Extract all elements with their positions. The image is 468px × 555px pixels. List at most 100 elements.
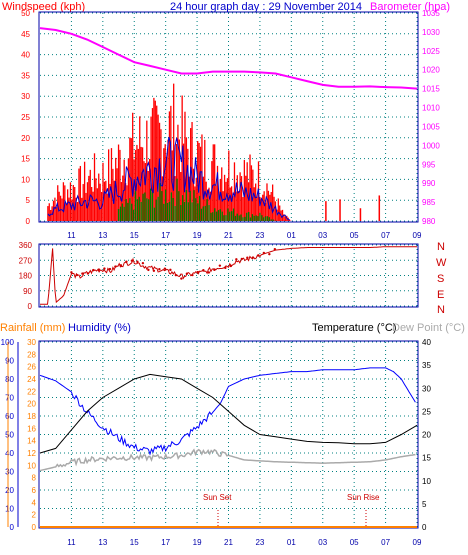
x-tick-label-bottom: 17 [161, 538, 170, 547]
temperature-tick-label: 0 [422, 523, 427, 532]
direction-point [108, 267, 112, 271]
x-tick-label-bottom: 01 [287, 538, 296, 547]
windspeed-tick-label: 20 [21, 134, 30, 143]
direction-point [218, 264, 222, 267]
rainfall-tick-label: 16 [27, 424, 36, 433]
x-tick-label-top: 21 [224, 231, 233, 240]
windspeed-tick-label: 50 [21, 9, 30, 18]
barometer-tick-label: 1005 [422, 122, 440, 131]
rainfall-tick-label: 22 [27, 387, 36, 396]
rainfall-tick-label: 10 [27, 461, 36, 470]
humidity-tick-label: 60 [5, 412, 14, 421]
direction-point [169, 268, 172, 272]
wind-series [39, 27, 418, 221]
temperature-tick-label: 40 [422, 338, 431, 347]
direction-point [273, 247, 277, 251]
x-tick-label-bottom: 19 [193, 538, 202, 547]
temperature-axis-title: Temperature (°C) [312, 322, 396, 334]
direction-point [97, 268, 101, 271]
temperature-tick-label: 25 [422, 407, 431, 416]
rainfall-tick-label: 2 [32, 511, 37, 520]
barometer-tick-label: 1010 [422, 104, 440, 113]
direction-point [262, 251, 266, 255]
temperature-tick-label: 30 [422, 384, 431, 393]
x-tick-label-top: 07 [381, 231, 390, 240]
wind-average-line [47, 136, 290, 221]
sunrise-label: Sun Rise [347, 493, 380, 502]
x-tick-label-top: 19 [193, 231, 202, 240]
direction-point [191, 273, 194, 277]
barometer-tick-label: 995 [422, 160, 436, 169]
rainfall-tick-label: 24 [27, 375, 36, 384]
rainfall-tick-label: 20 [27, 400, 36, 409]
direction-point [92, 268, 95, 272]
x-tick-label-bottom: 07 [381, 538, 390, 547]
direction-tick-label: 270 [19, 256, 33, 265]
direction-point [174, 273, 178, 277]
x-tick-label-top: 05 [350, 231, 359, 240]
x-tick-label-top: 15 [130, 231, 139, 240]
x-tick-label-top: 17 [161, 231, 170, 240]
temperature-series [39, 367, 418, 528]
direction-point [81, 272, 84, 275]
x-tick-label-bottom: 03 [318, 538, 327, 547]
dewpoint-axis-title: Dew Point (°C) [392, 322, 465, 334]
rainfall-axis-title: Rainfall (mm) [0, 322, 65, 334]
windspeed-tick-label: 15 [21, 155, 30, 164]
windspeed-axis-title: Windspeed (kph) [2, 1, 85, 13]
direction-point [251, 256, 255, 259]
humidity-tick-label: 80 [5, 375, 14, 384]
humidity-tick-label: 90 [5, 357, 14, 366]
windspeed-tick-label: 10 [21, 175, 30, 184]
barometer-tick-label: 1030 [422, 28, 440, 37]
barometer-tick-label: 1035 [422, 9, 440, 18]
dewpoint-line [39, 448, 416, 472]
x-tick-label-top: 01 [287, 231, 296, 240]
direction-point [114, 265, 117, 268]
compass-s: S [437, 273, 444, 285]
barometer-tick-label: 1025 [422, 47, 440, 56]
humidity-tick-label: 40 [5, 449, 14, 458]
rainfall-tick-label: 6 [32, 486, 37, 495]
temperature-tick-label: 15 [422, 454, 431, 463]
direction-point [180, 277, 183, 280]
wind-grid [40, 12, 418, 222]
direction-grid [40, 244, 418, 307]
barometer-line [39, 27, 418, 90]
direction-point [229, 264, 233, 268]
barometer-axis-title: Barometer (hpa) [370, 1, 450, 13]
sunset-label: Sun Set [203, 493, 232, 502]
windspeed-tick-label: 0 [26, 217, 31, 226]
rainfall-tick-label: 18 [27, 412, 36, 421]
barometer-tick-label: 1020 [422, 66, 440, 75]
direction-tick-label: 90 [23, 287, 32, 296]
direction-point [196, 270, 200, 274]
direction-point [119, 264, 123, 267]
direction-point [268, 252, 271, 256]
humidity-tick-label: 70 [5, 394, 14, 403]
temperature-tick-label: 5 [422, 500, 427, 509]
x-tick-label-top: 11 [67, 231, 76, 240]
direction-point [158, 268, 161, 271]
x-tick-label-bottom: 11 [67, 538, 76, 547]
direction-point [125, 260, 128, 263]
direction-point [70, 271, 73, 274]
barometer-tick-label: 990 [422, 179, 436, 188]
rainfall-tick-label: 12 [27, 449, 36, 458]
barometer-tick-label: 985 [422, 198, 436, 207]
rainfall-tick-label: 0 [32, 523, 37, 532]
direction-point [257, 254, 260, 257]
barometer-tick-label: 1015 [422, 85, 440, 94]
x-tick-label-top: 03 [318, 231, 327, 240]
direction-tick-label: 360 [19, 241, 33, 250]
direction-point [213, 268, 216, 272]
temperature-tick-label: 10 [422, 477, 431, 486]
humidity-tick-label: 20 [5, 486, 14, 495]
humidity-tick-label: 10 [5, 505, 14, 514]
direction-point [246, 256, 249, 259]
direction-point [141, 261, 145, 265]
humidity-tick-label: 0 [10, 523, 15, 532]
rainfall-tick-label: 26 [27, 363, 36, 372]
direction-point [240, 257, 244, 261]
